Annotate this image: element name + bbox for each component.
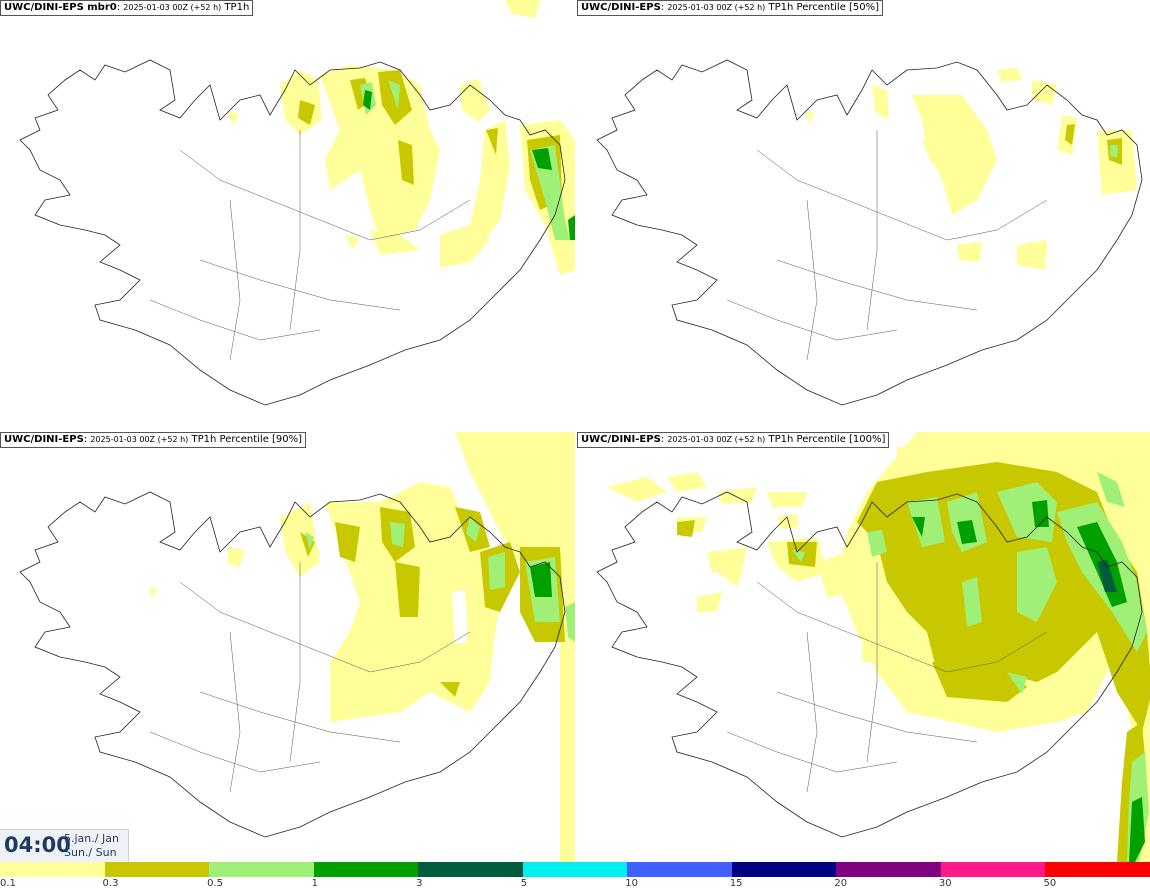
precip-map — [19, 0, 575, 406]
panel-title: UWC/DINI-EPS: 2025-01-03 00Z (+52 h) TP1… — [577, 0, 884, 16]
legend-label: 0.3 — [102, 878, 119, 889]
map-panel-p50: UWC/DINI-EPS: 2025-01-03 00Z (+52 h) TP1… — [577, 0, 1150, 430]
panel-title: UWC/DINI-EPS: 2025-01-03 00Z (+52 h) TP1… — [577, 432, 890, 448]
precip-map — [596, 59, 1143, 406]
legend-swatch — [522, 862, 628, 877]
precip-map — [19, 432, 575, 862]
legend-label: 50 — [1043, 878, 1057, 889]
valid-time: 04:00 — [4, 833, 71, 857]
legend-label: 0.1 — [0, 878, 16, 889]
legend-bar — [0, 862, 1150, 877]
valid-date: 5.jan./ Jan Sun./ Sun — [64, 832, 119, 859]
legend-swatch — [418, 862, 523, 877]
map-panel-p100: UWC/DINI-EPS: 2025-01-03 00Z (+52 h) TP1… — [577, 432, 1150, 862]
panel-divider — [575, 0, 577, 861]
legend-swatch — [1045, 862, 1150, 877]
color-scale-legend: 0.1 0.3 0.5 1 3 5 10 15 20 30 50 — [0, 862, 1150, 891]
legend-label: 1 — [311, 878, 318, 889]
legend-label: 0.5 — [207, 878, 223, 889]
legend-label: 10 — [625, 878, 638, 889]
legend-swatch — [313, 862, 419, 877]
map-panel-p90: UWC/DINI-EPS: 2025-01-03 00Z (+52 h) TP1… — [0, 432, 575, 862]
legend-swatch — [209, 862, 314, 877]
legend-swatch — [627, 862, 732, 877]
precip-map — [596, 432, 1150, 862]
panel-title: UWC/DINI-EPS mbr0: 2025-01-03 00Z (+52 h… — [0, 0, 254, 16]
panel-title: UWC/DINI-EPS: 2025-01-03 00Z (+52 h) TP1… — [0, 432, 307, 448]
legend-swatch — [731, 862, 837, 877]
valid-time-box: 04:00 5.jan./ Jan Sun./ Sun — [0, 829, 129, 862]
map-panel-mbr0: UWC/DINI-EPS mbr0: 2025-01-03 00Z (+52 h… — [0, 0, 575, 430]
legend-label: 20 — [834, 878, 848, 889]
legend-swatch — [940, 862, 1046, 877]
legend-swatch — [104, 862, 210, 877]
legend-swatch — [0, 862, 105, 877]
legend-swatch — [836, 862, 941, 877]
legend-label: 15 — [729, 878, 743, 889]
legend-label: 3 — [416, 878, 423, 889]
legend-label: 5 — [520, 878, 528, 889]
legend-label: 30 — [938, 878, 952, 889]
